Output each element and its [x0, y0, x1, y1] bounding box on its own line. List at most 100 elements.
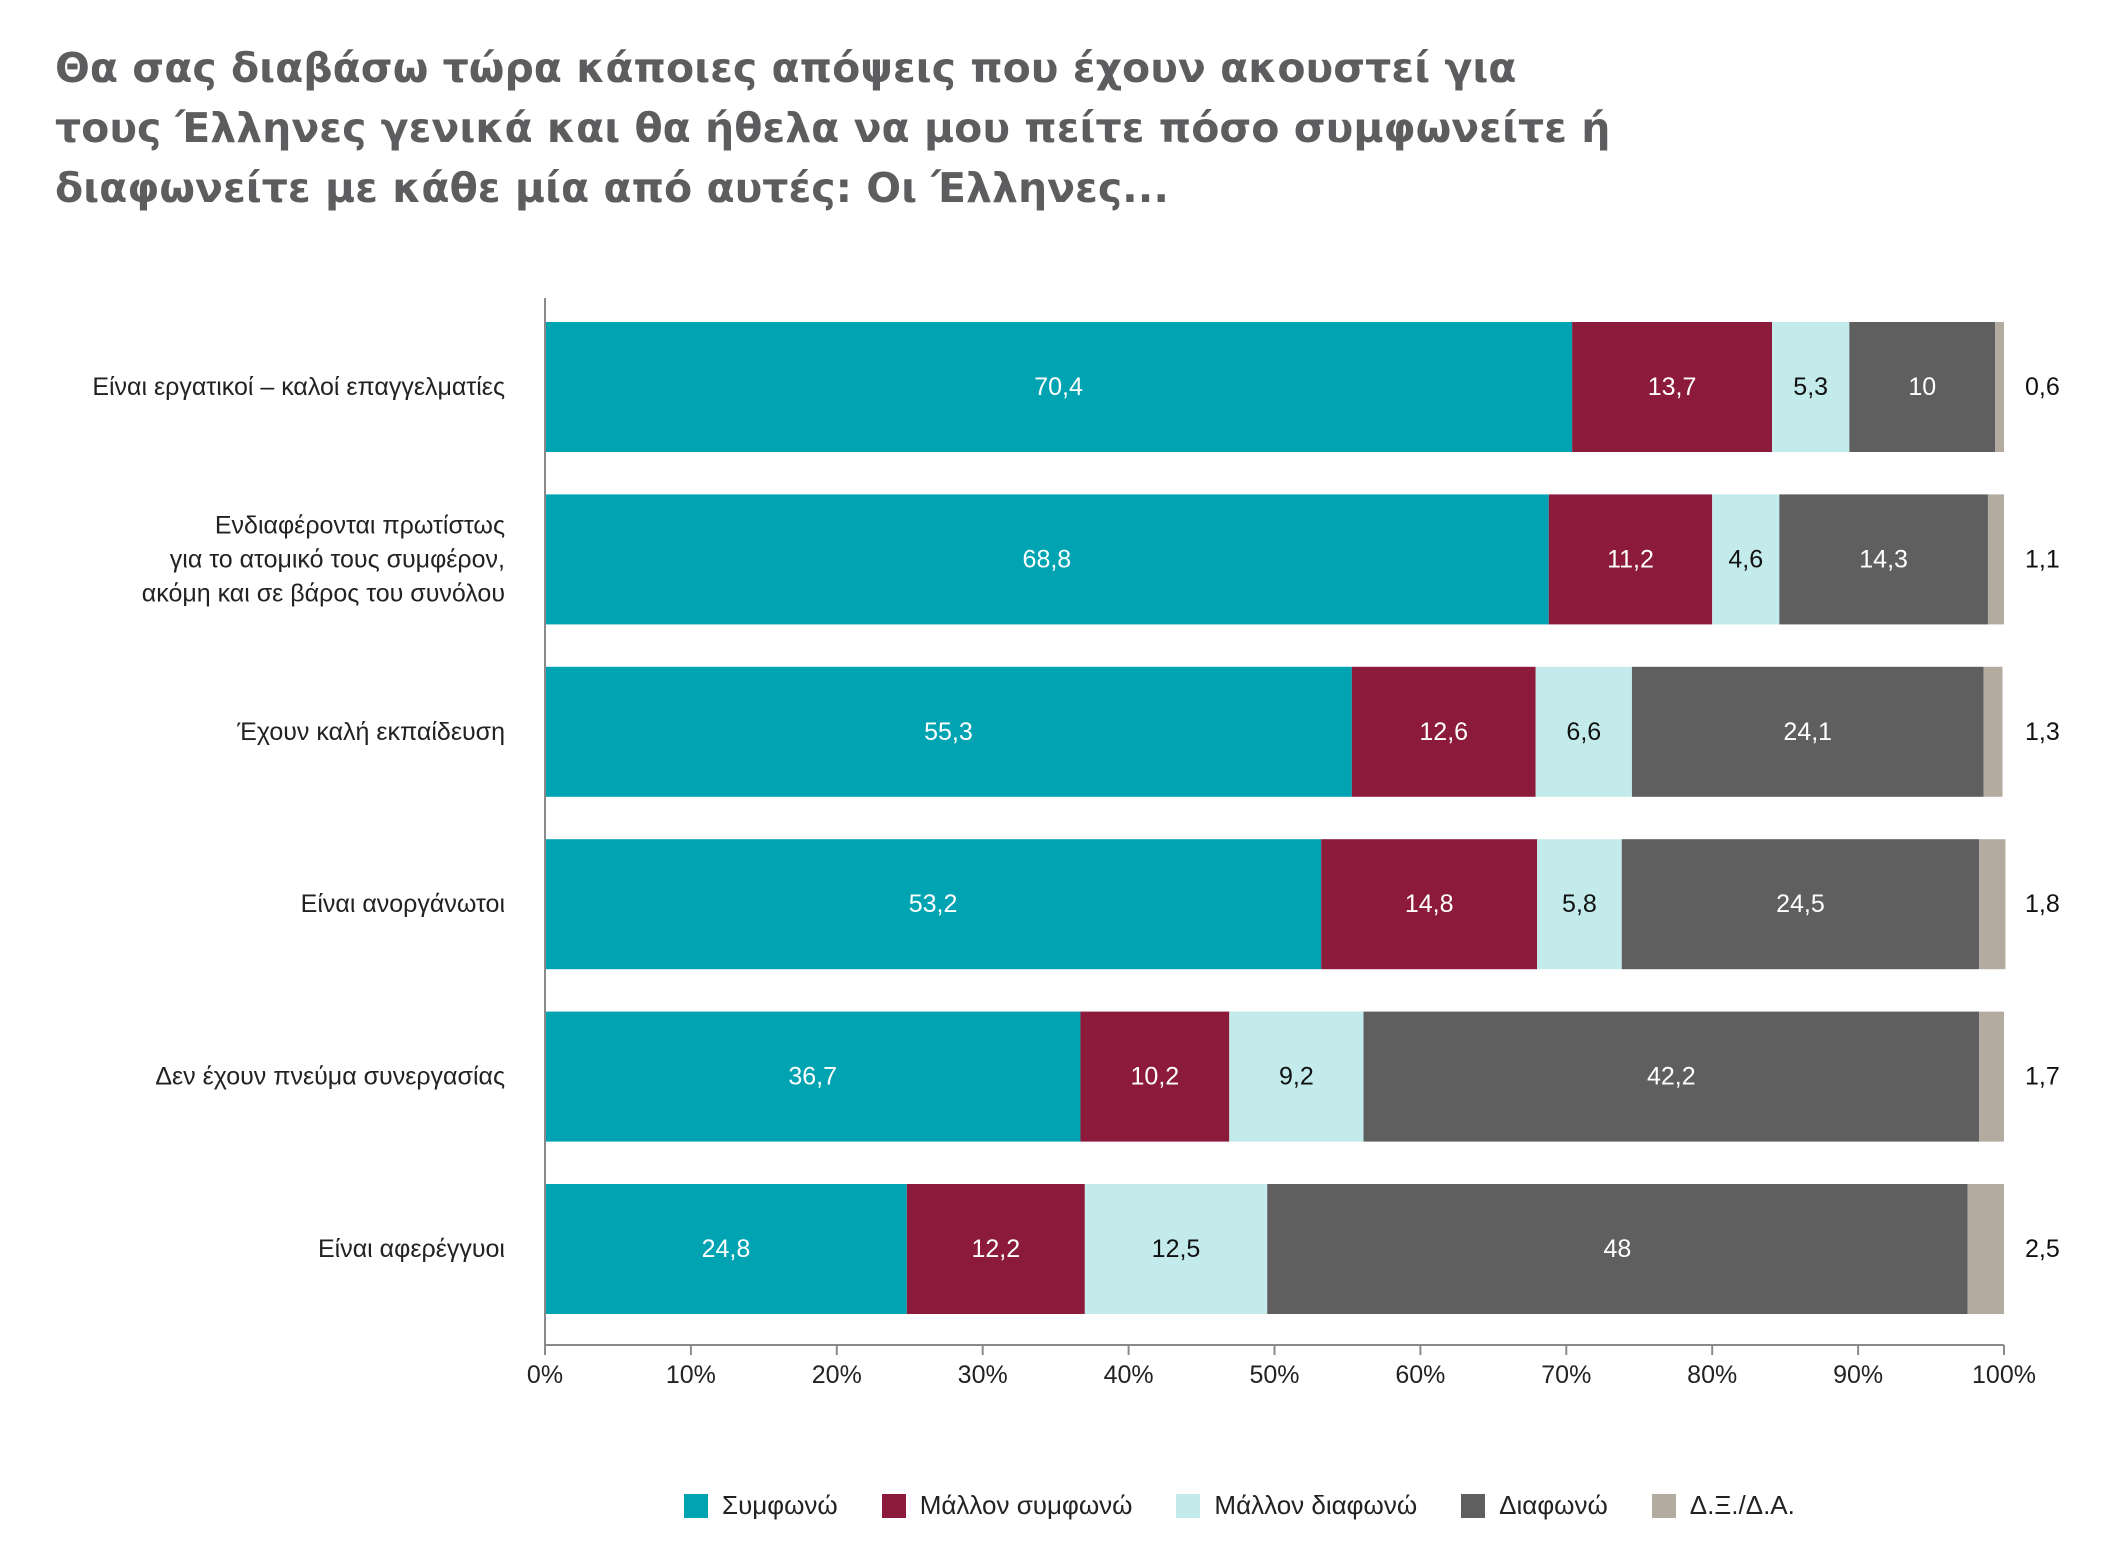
x-tick-label: 80% — [1687, 1361, 1737, 1389]
bar-segment — [545, 1011, 1081, 1142]
bar-segment — [1987, 494, 2004, 625]
data-label: 12,6 — [1419, 718, 1468, 746]
x-tick-label: 10% — [666, 1361, 716, 1389]
data-label: 1,7 — [2025, 1063, 2060, 1091]
category-label: Έχουν καλή εκπαίδευση — [236, 718, 505, 746]
bar-segment — [1631, 666, 1984, 797]
x-tick-label: 60% — [1395, 1361, 1445, 1389]
title-line: διαφωνείτε με κάθε μία από αυτές: Οι Έλλ… — [55, 164, 1169, 212]
data-label: 1,8 — [2025, 890, 2060, 918]
bar-segment — [1979, 1011, 2004, 1142]
bar-segment — [545, 839, 1322, 970]
data-label: 12,2 — [971, 1235, 1020, 1263]
x-tick-label: 30% — [958, 1361, 1008, 1389]
legend-swatch — [1461, 1493, 1486, 1518]
bar-segment — [1535, 666, 1632, 797]
x-tick-label: 50% — [1249, 1361, 1299, 1389]
title-line: Θα σας διαβάσω τώρα κάποιες απόψεις που … — [55, 44, 1517, 92]
data-label: 24,1 — [1783, 718, 1832, 746]
data-label: 10 — [1908, 373, 1936, 401]
x-tick-label: 100% — [1972, 1361, 2036, 1389]
data-label: 1,3 — [2025, 718, 2060, 746]
bar-segment — [1995, 322, 2004, 452]
bar-segment — [1712, 494, 1780, 625]
bar-segment — [545, 1184, 907, 1314]
data-label: 4,6 — [1728, 545, 1763, 573]
bar-segment — [1572, 322, 1773, 452]
bar-segment — [1084, 1184, 1268, 1314]
bar-segment — [545, 322, 1573, 452]
legend-item: Μάλλον διαφωνώ — [1176, 1490, 1417, 1521]
data-label: 5,3 — [1793, 373, 1828, 401]
category-label: Δεν έχουν πνεύμα συνεργασίας — [155, 1063, 505, 1091]
data-label: 36,7 — [788, 1063, 837, 1091]
axes: 0% 10% 20% 30% 40% 50% 60% 70% 80% 90% 100% — [527, 298, 2036, 1389]
bar-segment — [1351, 666, 1536, 797]
bar-segment — [906, 1184, 1085, 1314]
bar-segment — [1621, 839, 1980, 970]
x-tick-label: 0% — [527, 1361, 563, 1389]
x-tick-label: 70% — [1541, 1361, 1591, 1389]
legend-swatch — [1651, 1493, 1676, 1518]
data-label: 42,2 — [1647, 1063, 1696, 1091]
category-label: ακόμη και σε βάρος του συνόλου — [142, 579, 505, 607]
bar-segment — [1772, 322, 1850, 452]
category-label: Είναι εργατικοί – καλοί επαγγελματίες — [92, 373, 505, 401]
data-label: 68,8 — [1023, 545, 1072, 573]
bar-segment — [1321, 839, 1538, 970]
bar-segment — [1548, 494, 1713, 625]
bar-segment — [1267, 1184, 1968, 1314]
legend-swatch — [881, 1493, 906, 1518]
x-tick-label: 90% — [1833, 1361, 1883, 1389]
category-label: Ενδιαφέρονται πρωτίστως — [215, 511, 505, 539]
legend-swatch — [1176, 1493, 1201, 1518]
x-tick-label: 40% — [1104, 1361, 1154, 1389]
data-label: 24,5 — [1776, 890, 1825, 918]
data-label: 6,6 — [1566, 718, 1601, 746]
bar-segment — [1080, 1011, 1230, 1142]
bar-segment — [1983, 666, 2003, 797]
bar-segment — [1537, 839, 1622, 970]
legend-item: Συμφωνώ — [684, 1490, 838, 1521]
data-label: 2,5 — [2025, 1235, 2060, 1263]
data-label: 53,2 — [909, 890, 958, 918]
category-label: Είναι αφερέγγυοι — [318, 1235, 505, 1263]
data-label: 9,2 — [1279, 1063, 1314, 1091]
legend-label: Μάλλον διαφωνώ — [1214, 1490, 1418, 1520]
data-label: 14,8 — [1405, 890, 1454, 918]
bar-segment — [1849, 322, 1996, 452]
bar-segment — [545, 494, 1549, 625]
bar-segment — [1363, 1011, 1980, 1142]
bar-segment — [1979, 839, 2006, 970]
legend-label: Μάλλον συμφωνώ — [919, 1490, 1133, 1520]
category-label: για το ατομικό τους συμφέρον, — [170, 545, 505, 573]
data-label: 10,2 — [1131, 1063, 1180, 1091]
bar-segment — [1229, 1011, 1364, 1142]
legend-label: Συμφωνώ — [722, 1490, 838, 1520]
legend-label: Διαφωνώ — [1499, 1490, 1608, 1520]
data-label: 5,8 — [1562, 890, 1597, 918]
title-line: τους Έλληνες γενικά και θα ήθελα να μου … — [55, 104, 1611, 152]
bar-segment — [1779, 494, 1988, 625]
chart-legend: Συμφωνώ Μάλλον συμφωνώ Μάλλον διαφωνώ Διαφω… — [684, 1490, 1839, 1521]
legend-item: Διαφωνώ — [1461, 1490, 1608, 1521]
legend-label: Δ.Ξ./Δ.Α. — [1689, 1490, 1795, 1520]
bar-segment — [545, 666, 1352, 797]
bars: 70,4 13,7 5,3 10 0,6 68,8 11,2 4,6 14,3 1,1 55,3 12… — [545, 322, 2060, 1314]
x-tick-label: 20% — [812, 1361, 862, 1389]
bar-segment — [1967, 1184, 2004, 1314]
data-label: 11,2 — [1607, 545, 1654, 573]
data-label: 48 — [1603, 1235, 1631, 1263]
data-label: 55,3 — [924, 718, 973, 746]
legend-swatch — [684, 1493, 708, 1518]
category-label: Είναι ανοργάνωτοι — [301, 890, 505, 918]
chart-title: Θα σας διαβάσω τώρα κάποιες απόψεις που … — [55, 38, 1615, 218]
category-labels: Είναι εργατικοί – καλοί επαγγελματίες Ενδ… — [92, 373, 505, 1263]
data-label: 12,5 — [1152, 1235, 1201, 1263]
data-label: 70,4 — [1034, 373, 1083, 401]
data-label: 13,7 — [1648, 373, 1697, 401]
legend-item: Δ.Ξ./Δ.Α. — [1651, 1490, 1795, 1521]
data-label: 14,3 — [1859, 545, 1908, 573]
data-label: 1,1 — [2025, 545, 2060, 573]
